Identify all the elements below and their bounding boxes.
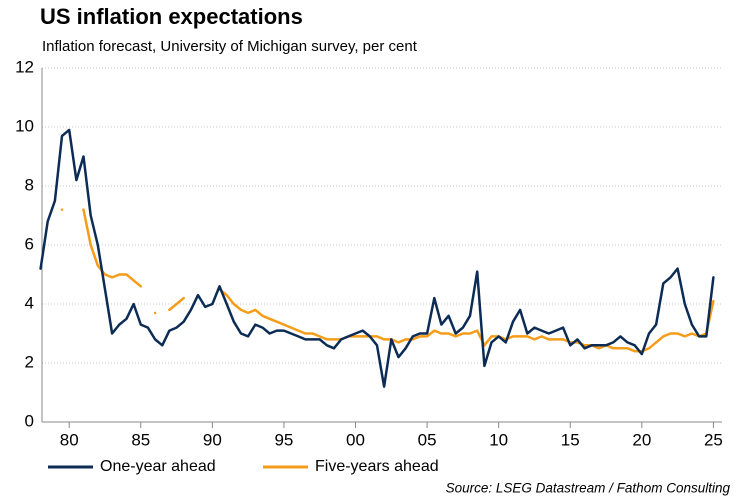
x-tick-label: 05 xyxy=(418,430,437,449)
y-tick-label: 4 xyxy=(25,293,34,312)
x-tick-label: 95 xyxy=(274,430,293,449)
series-line xyxy=(60,208,715,353)
x-tick-label: 15 xyxy=(561,430,580,449)
x-tick-label: 10 xyxy=(489,430,508,449)
x-tick-label: 25 xyxy=(704,430,723,449)
x-tick-label: 85 xyxy=(131,430,150,449)
chart-title: US inflation expectations xyxy=(40,4,303,29)
x-tick-label: 80 xyxy=(60,430,79,449)
x-tick-label: 20 xyxy=(632,430,651,449)
chart-subtitle: Inflation forecast, University of Michig… xyxy=(42,38,418,55)
y-tick-label: 8 xyxy=(25,175,34,194)
legend-label: One-year ahead xyxy=(100,458,216,475)
series-line xyxy=(39,128,715,388)
y-tick-label: 6 xyxy=(25,234,34,253)
x-tick-label: 00 xyxy=(346,430,365,449)
y-tick-label: 2 xyxy=(25,352,34,371)
legend-label: Five-years ahead xyxy=(315,458,439,475)
y-tick-label: 10 xyxy=(15,116,34,135)
y-tick-label: 12 xyxy=(15,57,34,76)
source: Source: LSEG Datastream / Fathom Consult… xyxy=(446,481,731,496)
x-tick-label: 90 xyxy=(203,430,222,449)
y-tick-label: 0 xyxy=(25,411,34,430)
